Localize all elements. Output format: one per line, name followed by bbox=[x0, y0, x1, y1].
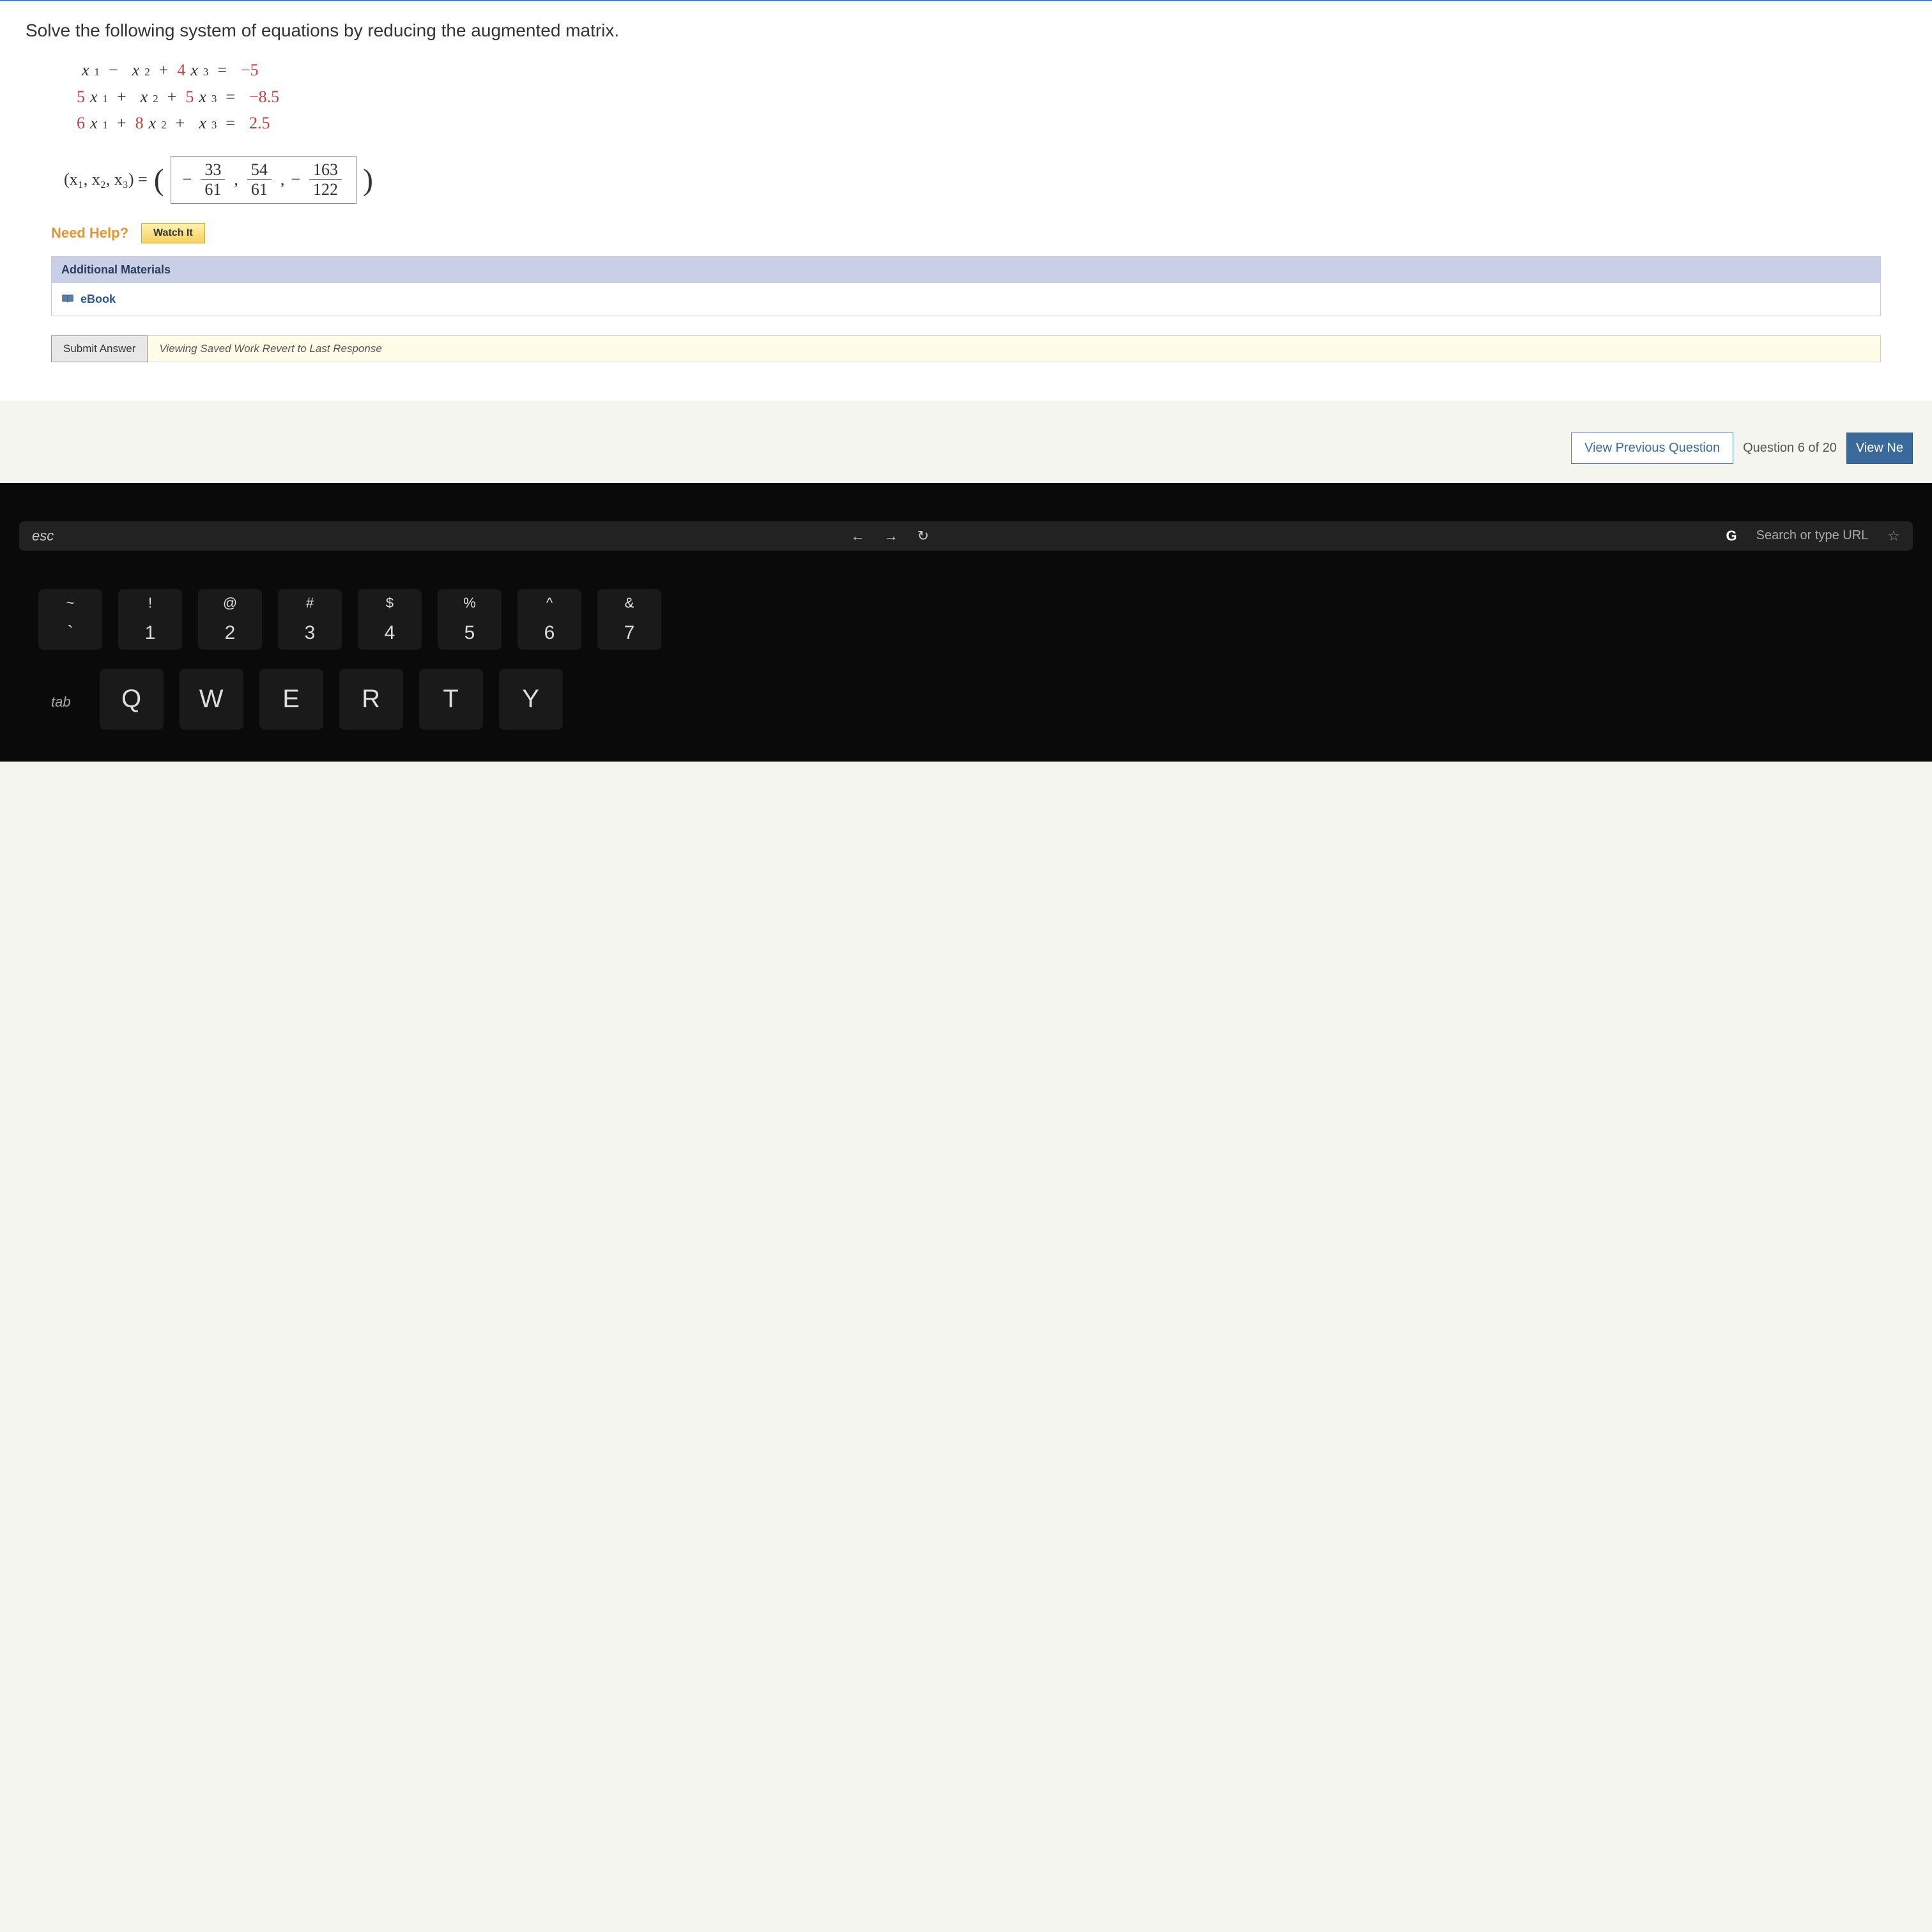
key-3[interactable]: #3 bbox=[278, 589, 342, 650]
answer-label: (x₁, x₂, x₃) = bbox=[64, 170, 148, 189]
tab-key[interactable]: tab bbox=[38, 675, 84, 730]
key-Y[interactable]: Y bbox=[499, 669, 563, 730]
watch-it-button[interactable]: Watch It bbox=[141, 223, 205, 243]
answer-row: (x₁, x₂, x₃) = ( − 3361 , 5461 , − 16312… bbox=[64, 156, 1906, 204]
key-W[interactable]: W bbox=[180, 669, 243, 730]
touchbar: esc ← → ↻ G Search or type URL ☆ bbox=[19, 521, 1913, 551]
right-paren: ) bbox=[363, 162, 373, 197]
key-1[interactable]: !1 bbox=[118, 589, 182, 650]
question-counter: Question 6 of 20 bbox=[1743, 441, 1837, 456]
equation-1: x1 − x2 + 4x3 = −5 bbox=[77, 57, 1906, 84]
saved-work-notice: Viewing Saved Work Revert to Last Respon… bbox=[148, 335, 1881, 362]
equation-3: 6x1 + 8x2 + x3 = 2.5 bbox=[77, 110, 1906, 137]
view-previous-button[interactable]: View Previous Question bbox=[1571, 433, 1733, 464]
ebook-link[interactable]: eBook bbox=[52, 283, 1880, 316]
key-2[interactable]: @2 bbox=[198, 589, 262, 650]
back-icon[interactable]: ← bbox=[851, 528, 865, 544]
equations-block: x1 − x2 + 4x3 = −5 5x1 + x2 + 5x3 = −8.5… bbox=[77, 57, 1906, 137]
esc-key[interactable]: esc bbox=[32, 528, 54, 544]
url-bar[interactable]: Search or type URL bbox=[1756, 528, 1869, 543]
keyboard-region: esc ← → ↻ G Search or type URL ☆ ~` !1 @2 #… bbox=[0, 483, 1932, 762]
materials-header: Additional Materials bbox=[52, 257, 1880, 283]
book-icon bbox=[61, 294, 74, 304]
key-4[interactable]: $4 bbox=[358, 589, 422, 650]
need-help-label: Need Help? bbox=[51, 225, 128, 241]
additional-materials: Additional Materials eBook bbox=[51, 256, 1881, 316]
forward-icon[interactable]: → bbox=[884, 528, 898, 544]
equation-2: 5x1 + x2 + 5x3 = −8.5 bbox=[77, 84, 1906, 111]
key-`[interactable]: ~` bbox=[38, 589, 102, 650]
question-prompt: Solve the following system of equations … bbox=[26, 20, 1906, 41]
key-5[interactable]: %5 bbox=[438, 589, 502, 650]
star-icon[interactable]: ☆ bbox=[1887, 528, 1900, 544]
left-paren: ( bbox=[154, 162, 164, 197]
key-7[interactable]: &7 bbox=[597, 589, 661, 650]
key-R[interactable]: R bbox=[339, 669, 403, 730]
submit-answer-button[interactable]: Submit Answer bbox=[51, 335, 148, 362]
key-E[interactable]: E bbox=[259, 669, 323, 730]
reload-icon[interactable]: ↻ bbox=[917, 528, 929, 544]
qwerty-row: tab QWERTY bbox=[19, 669, 1913, 730]
key-Q[interactable]: Q bbox=[100, 669, 164, 730]
key-T[interactable]: T bbox=[419, 669, 483, 730]
revert-link[interactable]: Revert to Last Response bbox=[263, 342, 382, 355]
google-icon: G bbox=[1726, 528, 1737, 544]
key-6[interactable]: ^6 bbox=[518, 589, 581, 650]
answer-input[interactable]: − 3361 , 5461 , − 163122 bbox=[171, 156, 356, 204]
number-row: ~` !1 @2 #3 $4 %5 ^6&7 bbox=[19, 589, 1913, 650]
view-next-button[interactable]: View Ne bbox=[1846, 433, 1913, 464]
ebook-label: eBook bbox=[80, 293, 116, 306]
